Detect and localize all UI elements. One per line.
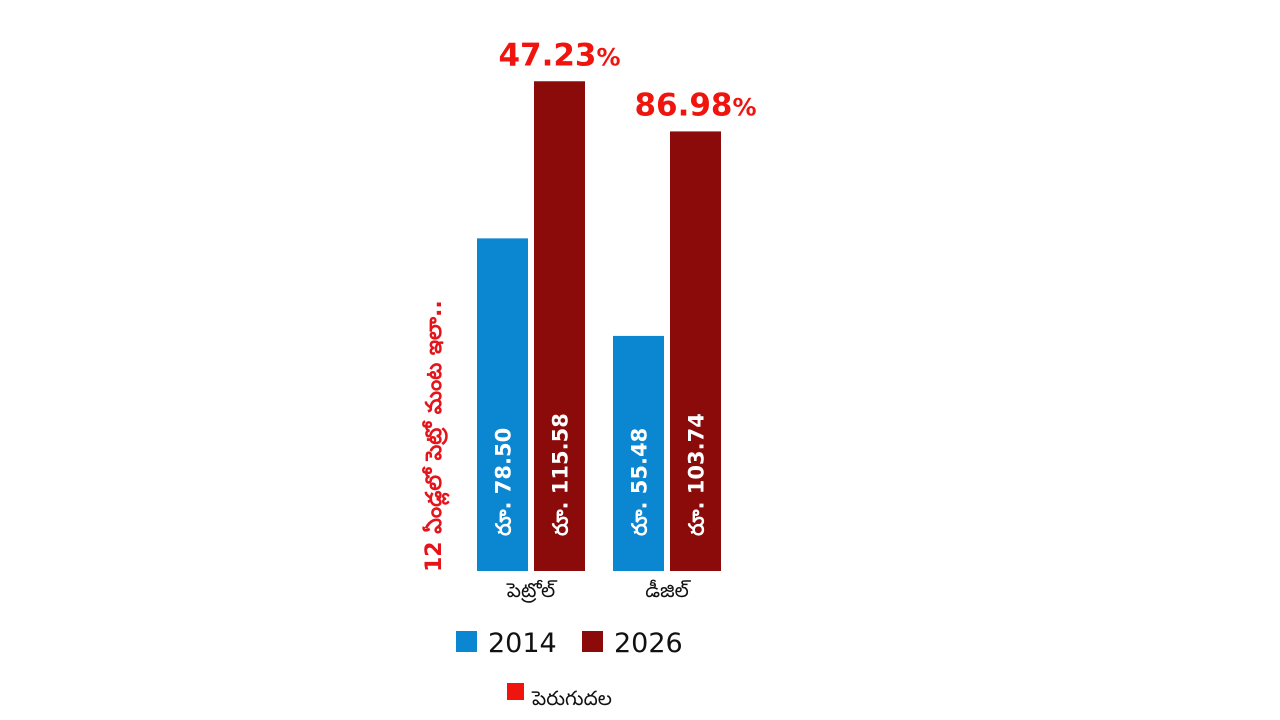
bar-2014-1 xyxy=(613,335,664,571)
legend-label-2014: 2014 xyxy=(488,628,557,659)
legend-label-2026: 2026 xyxy=(614,628,683,659)
increase-label-0: 47.23% xyxy=(498,37,620,73)
bar-2026-0 xyxy=(534,81,585,571)
legend: 2014 2026 పెరుగుదల xyxy=(456,628,683,710)
legend-swatch-increase xyxy=(507,683,524,700)
bar-value-label-2014-1: రూ. 55.48 xyxy=(628,428,652,536)
category-label-1: డీజిల్ xyxy=(645,578,691,602)
bar-2014-0 xyxy=(477,238,528,572)
legend-label-increase: పెరుగుదల xyxy=(531,686,612,710)
bar-value-label-2026-0: రూ. 115.58 xyxy=(549,413,573,536)
bars-layer xyxy=(477,81,721,572)
bar-value-label-2014-0: రూ. 78.50 xyxy=(492,428,516,536)
legend-swatch-2014 xyxy=(456,631,477,652)
category-labels-layer: పెట్రోల్ డీజిల్ xyxy=(506,578,692,603)
bar-value-label-2026-1: రూ. 103.74 xyxy=(685,413,709,536)
increase-labels-layer: 47.23% 86.98% xyxy=(498,37,756,123)
bar-labels-layer: రూ. 78.50 రూ. 55.48 రూ. 115.58 రూ. 103.74 xyxy=(492,413,709,536)
chart-title: 12 ఏండ్లలో పెట్రో మంట ఇలా.. xyxy=(421,300,450,572)
category-label-0: పెట్రోల్ xyxy=(506,578,558,603)
bar-2026-1 xyxy=(670,131,721,572)
increase-label-1: 86.98% xyxy=(634,87,756,123)
legend-swatch-2026 xyxy=(582,631,603,652)
